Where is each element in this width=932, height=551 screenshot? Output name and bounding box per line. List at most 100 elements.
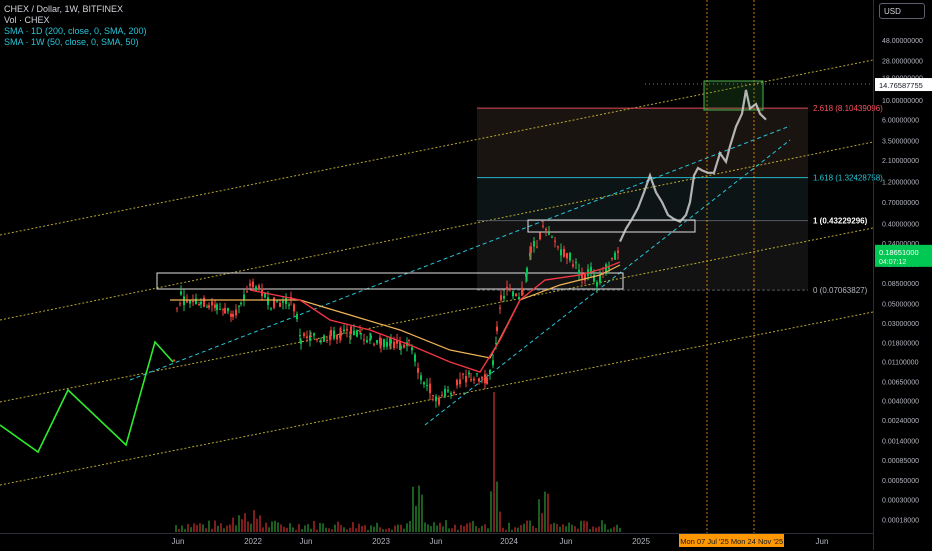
volume-bar <box>538 499 540 532</box>
price-tick-label: 3.50000000 <box>882 138 919 145</box>
volume-bar <box>313 521 315 532</box>
candle <box>593 274 595 282</box>
volume-bar <box>283 526 285 532</box>
volume-bar <box>220 523 222 532</box>
volume-bar <box>337 521 339 532</box>
volume-bar <box>478 528 480 532</box>
volume-bar <box>598 526 600 532</box>
candle <box>340 330 342 337</box>
volume-bar <box>229 524 231 532</box>
price-tick-label: 0.03000000 <box>882 321 919 328</box>
volume-bar <box>448 528 450 532</box>
volume-bar <box>310 528 312 532</box>
candle <box>224 308 226 314</box>
volume-bar <box>418 485 420 532</box>
time-tick-label: 2024 <box>500 537 518 546</box>
volume-bar <box>253 510 255 532</box>
price-axis[interactable] <box>873 0 932 550</box>
volume-bar <box>232 517 234 532</box>
price-tick-label: 0.00650000 <box>882 380 919 387</box>
volume-bar <box>595 527 597 532</box>
sma-1d-line <box>170 264 621 359</box>
price-tick-label: 28.00000000 <box>882 58 923 65</box>
currency-button[interactable]: USD <box>879 3 925 19</box>
price-tick-label: 10.00000000 <box>882 98 923 105</box>
candle <box>420 375 422 380</box>
time-tick-label: 2025 <box>632 537 650 546</box>
candle <box>393 341 395 349</box>
volume-bar <box>430 526 432 532</box>
candle <box>575 262 577 264</box>
volume-bar <box>277 522 279 532</box>
candle <box>569 253 571 261</box>
volume-bar <box>274 520 276 532</box>
volume-bar <box>208 520 210 532</box>
date-badge-text: Mon 24 Nov '25 <box>731 537 783 546</box>
candle <box>299 335 301 337</box>
candle <box>578 269 580 274</box>
candle <box>456 379 458 386</box>
candle <box>350 326 352 335</box>
fib-zone-upper <box>477 108 808 178</box>
candle <box>176 307 178 309</box>
candle <box>599 274 601 283</box>
volume-bar <box>364 525 366 532</box>
candle <box>246 291 248 293</box>
volume-bar <box>475 526 477 532</box>
volume-bar <box>451 528 453 532</box>
price-badge-current <box>875 244 932 267</box>
volume-bar <box>331 529 333 532</box>
candle <box>525 272 527 277</box>
volume-bar <box>286 527 288 532</box>
volume-bar <box>397 524 399 532</box>
candle <box>300 340 302 344</box>
volume-bar <box>607 529 609 532</box>
candle <box>249 283 251 286</box>
volume-bar <box>427 524 429 532</box>
volume-bar <box>457 529 459 532</box>
candle <box>473 378 475 381</box>
candle <box>526 267 528 275</box>
price-tick-label: 0.01100000 <box>882 359 919 366</box>
price-tick-label: 6.00000000 <box>882 118 919 125</box>
volume-bar <box>610 528 612 532</box>
volume-bar <box>346 529 348 532</box>
candle <box>216 304 218 311</box>
volume-bar <box>316 529 318 532</box>
candle <box>492 360 494 366</box>
candle <box>353 330 355 335</box>
candle <box>282 301 284 303</box>
candle <box>486 377 488 384</box>
candle <box>360 333 362 335</box>
time-axis[interactable] <box>0 533 873 551</box>
candle <box>435 396 437 402</box>
candle <box>411 347 413 351</box>
candle <box>310 335 312 337</box>
volume-bar <box>547 493 549 532</box>
sma-1w-line <box>249 261 621 373</box>
volume-bar <box>385 529 387 532</box>
volume-bar <box>460 524 462 532</box>
candle <box>200 301 202 305</box>
candle <box>423 382 425 385</box>
volume-bar <box>565 526 567 532</box>
price-tick-label: 0.00085000 <box>882 458 919 465</box>
candle <box>293 304 295 312</box>
time-tick-label: Jun <box>816 537 829 546</box>
candle <box>349 336 351 338</box>
candle <box>313 333 315 336</box>
volume-bar <box>499 511 501 532</box>
volume-bar <box>388 528 390 532</box>
volume-bar <box>424 522 426 532</box>
volume-bar <box>211 528 213 532</box>
price-tick-label: 2.10000000 <box>882 158 919 165</box>
volume-bar <box>535 527 537 532</box>
volume-bar <box>391 529 393 532</box>
candle <box>373 343 375 345</box>
volume-bar <box>268 527 270 532</box>
projection-price-path <box>619 89 767 243</box>
candle <box>478 378 480 382</box>
candle <box>522 293 524 295</box>
volume-bar <box>334 524 336 532</box>
